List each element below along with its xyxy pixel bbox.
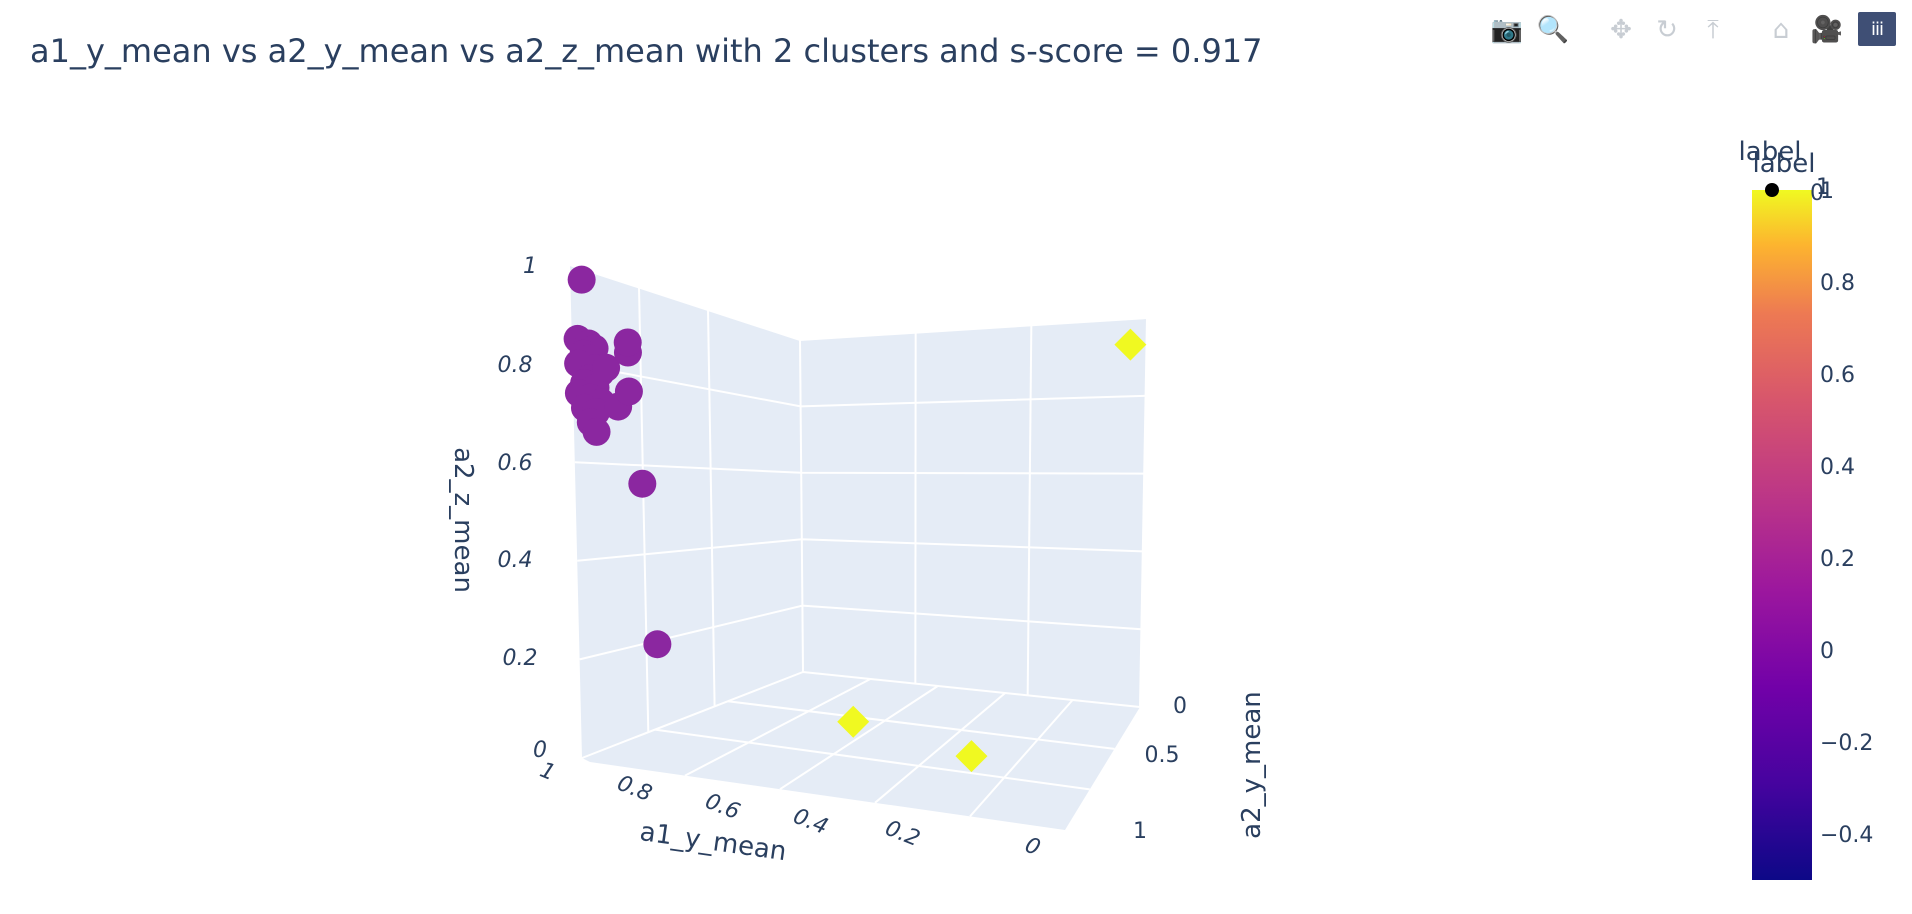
y-gridline-floor (727, 700, 1115, 750)
x-gridline-floor (779, 685, 939, 791)
floor-panel (582, 672, 1140, 830)
marker-label-0 (643, 630, 672, 659)
orbit-rotation-icon[interactable]: ↻ (1656, 15, 1678, 45)
zoom-icon[interactable]: 🔍 (1536, 15, 1570, 45)
back-wall-panel (800, 318, 1147, 707)
marker-label-0 (614, 377, 643, 406)
colorbar-tick-label: 0.2 (1820, 547, 1855, 572)
marker-label-1 (955, 740, 988, 773)
home-icon[interactable]: ⌂ (1772, 15, 1790, 45)
x-gridline-back (799, 339, 804, 673)
colorbar-tick-label: −0.4 (1820, 823, 1873, 848)
plotly-logo-icon[interactable]: iii (1858, 12, 1896, 46)
marker-label-0 (613, 328, 642, 357)
legend-symbol-circle (1765, 183, 1779, 197)
z-tick-label: 0 (533, 738, 547, 763)
x-gridline-floor (874, 692, 1006, 804)
x-tick-label: 0 (1021, 833, 1043, 861)
colorbar-title: label (1753, 149, 1816, 179)
x-tick-label: 0.8 (614, 771, 656, 807)
z-axis-title: a2_z_mean (448, 447, 478, 593)
z-tick-label: 1 (523, 254, 537, 279)
scene-3d[interactable]: 00.20.40.60.811 0.8 0.6 0.4 0.2 000.51a1_y_me… (448, 254, 1267, 867)
colorbar: 1 0.8 0.6 0.4 0.2 0 −0.2 −0.4 label (1752, 149, 1873, 880)
colorbar-tick-label: 0.6 (1820, 363, 1855, 388)
marker-label-0 (567, 265, 596, 294)
colorbar-tick-label: 0 (1820, 639, 1834, 664)
camera-view-icon[interactable]: 🎥 (1810, 15, 1844, 45)
y-axis-title: a2_y_mean (1237, 691, 1267, 839)
colorbar-tick-label: −0.2 (1820, 731, 1873, 756)
y-tick-label: 0.5 (1145, 743, 1180, 768)
z-tick-label: 0.4 (498, 548, 533, 573)
x-gridline-back (1139, 317, 1148, 708)
x-tick-label: 0.6 (702, 789, 744, 825)
colorbar-tick-label: 1 (1820, 179, 1834, 204)
z-tick-label: 0.8 (498, 353, 533, 378)
marker-label-1 (1114, 328, 1147, 361)
marker-label-0 (628, 469, 657, 498)
z-tick-label: 0.6 (498, 451, 533, 476)
marker-label-0 (592, 353, 621, 382)
pan-icon[interactable]: ✥ (1610, 15, 1632, 45)
y-tick-label: 0 (1173, 694, 1187, 719)
marker-label-0 (582, 417, 611, 446)
chart-title: a1_y_mean vs a2_y_mean vs a2_z_mean with… (30, 32, 1263, 70)
axis-ticks: 00.20.40.60.811 0.8 0.6 0.4 0.2 000.51 (498, 254, 1188, 861)
x-tick-label: 0.4 (790, 804, 832, 840)
markers (563, 265, 1147, 773)
x-gridline-floor (684, 678, 871, 777)
marker-label-1 (837, 705, 870, 738)
camera-icon[interactable]: 📷 (1490, 15, 1524, 45)
y-gridline-left (638, 287, 650, 733)
x-gridline-back (1026, 325, 1033, 696)
colorbar-tick-label: 0.4 (1820, 455, 1855, 480)
legend-entry-1: 1 (1816, 175, 1830, 200)
x-tick-label: 0.2 (882, 816, 924, 852)
colorbar-tick-label: 0.8 (1820, 271, 1855, 296)
y-tick-label: 1 (1133, 819, 1147, 844)
grid-lines (569, 264, 1148, 818)
legend-entry-0: 0 (1810, 181, 1824, 206)
legend-title: label (1739, 137, 1802, 167)
colorbar-gradient (1752, 190, 1812, 880)
y-gridline-floor (654, 728, 1090, 791)
modebar: 📷 🔍 ✥ ↻ ⤒ ⌂ 🎥 iii (1484, 12, 1896, 48)
left-wall-panel (570, 265, 803, 758)
z-tick-label: 0.2 (503, 646, 538, 671)
x-gridline-floor (969, 699, 1074, 818)
x-axis-title: a1_y_mean (638, 817, 788, 867)
turntable-rotation-icon[interactable]: ⤒ (1707, 14, 1719, 45)
y-gridline-left (707, 309, 716, 707)
